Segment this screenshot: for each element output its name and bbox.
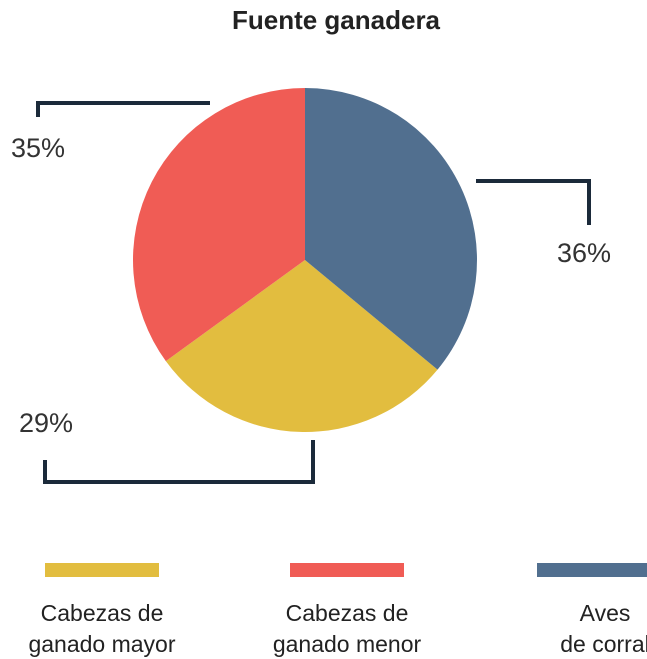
legend-swatch [537, 563, 647, 577]
pie-slice [305, 88, 478, 370]
pie-slice [133, 88, 305, 362]
leader-line [43, 440, 315, 484]
legend-swatch [290, 563, 404, 577]
value-label: 36% [557, 238, 611, 268]
pie-slice [165, 260, 438, 432]
legend-label: Cabezas de ganado mayor [28, 600, 176, 657]
legend-label: Cabezas de ganado menor [272, 600, 422, 657]
legend-swatch [45, 563, 159, 577]
legend-label: Aves de corral [560, 600, 647, 657]
value-label: 35% [11, 133, 65, 163]
chart-title: Fuente ganadera [232, 5, 441, 35]
value-label: 29% [19, 408, 73, 438]
leader-line [476, 179, 591, 225]
leader-line [36, 101, 210, 117]
